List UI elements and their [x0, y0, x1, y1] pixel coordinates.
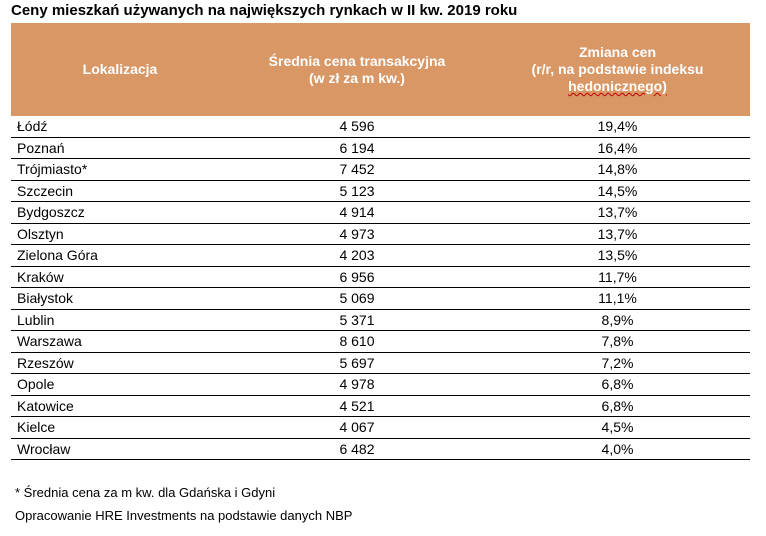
- cell-city: Bydgoszcz: [17, 204, 85, 221]
- cell-change: 19,4%: [597, 118, 638, 135]
- footnote: * Średnia cena za m kw. dla Gdańska i Gd…: [15, 485, 276, 500]
- table-header: Lokalizacja Średnia cena transakcyjna (w…: [11, 23, 750, 116]
- table-row: Zielona Góra 4 203 13,5%: [11, 245, 750, 267]
- table-row: Kraków 6 956 11,7%: [11, 267, 750, 288]
- cell-price: 7 452: [339, 161, 375, 178]
- table-body: Łódź 4 596 19,4% Poznań 6 194 16,4% Trójmiasto…: [11, 116, 750, 460]
- cell-change: 16,4%: [597, 139, 638, 156]
- cell-price: 5 069: [339, 290, 375, 307]
- cell-city: Rzeszów: [17, 354, 74, 371]
- cell-city: Zielona Góra: [17, 247, 98, 264]
- cell-price: 6 956: [339, 268, 375, 285]
- cell-change: 7,2%: [601, 354, 634, 371]
- cell-price: 6 194: [339, 139, 375, 156]
- cell-price: 6 482: [339, 440, 375, 457]
- cell-change: 6,8%: [601, 397, 634, 414]
- table-row: Lublin 5 371 8,9%: [11, 310, 750, 331]
- cell-city: Opole: [17, 376, 55, 393]
- cell-price: 4 521: [339, 397, 375, 414]
- cell-change: 14,5%: [597, 182, 638, 199]
- table-row: Olsztyn 4 973 13,7%: [11, 224, 750, 245]
- price-table: Lokalizacja Średnia cena transakcyjna (w…: [11, 23, 750, 460]
- cell-city: Olsztyn: [17, 225, 64, 242]
- cell-change: 13,7%: [597, 225, 638, 242]
- cell-change: 6,8%: [601, 376, 634, 393]
- cell-change: 4,5%: [601, 419, 634, 436]
- cell-change: 4,0%: [601, 440, 634, 457]
- cell-city: Poznań: [17, 139, 65, 156]
- cell-city: Lublin: [17, 311, 55, 328]
- cell-price: 4 067: [339, 419, 375, 436]
- cell-change: 11,1%: [598, 290, 637, 307]
- cell-price: 4 914: [339, 204, 375, 221]
- table-row: Katowice 4 521 6,8%: [11, 396, 750, 417]
- cell-city: Warszawa: [17, 333, 82, 350]
- cell-city: Kraków: [17, 268, 64, 285]
- table-row: Łódź 4 596 19,4%: [11, 116, 750, 138]
- header-avg-price: Średnia cena transakcyjna (w zł za m kw.…: [268, 52, 446, 86]
- source-note: Opracowanie HRE Investments na podstawie…: [15, 508, 353, 523]
- cell-price: 5 123: [339, 182, 375, 199]
- cell-city: Kielce: [17, 419, 56, 436]
- table-row: Warszawa 8 610 7,8%: [11, 331, 750, 353]
- cell-change: 11,7%: [598, 268, 637, 285]
- cell-city: Katowice: [17, 397, 74, 414]
- table-row: Trójmiasto* 7 452 14,8%: [11, 159, 750, 181]
- cell-price: 8 610: [339, 333, 375, 350]
- header-price-change: Zmiana cen (r/r, na podstawie indeksu he…: [531, 44, 704, 94]
- table-row: Szczecin 5 123 14,5%: [11, 181, 750, 202]
- cell-city: Białystok: [17, 290, 74, 307]
- table-title: Ceny mieszkań używanych na największych …: [11, 2, 518, 19]
- cell-change: 8,9%: [601, 311, 634, 328]
- cell-city: Trójmiasto*: [17, 161, 88, 178]
- table-row: Bydgoszcz 4 914 13,7%: [11, 202, 750, 224]
- cell-price: 4 596: [339, 118, 375, 135]
- table-row: Poznań 6 194 16,4%: [11, 138, 750, 159]
- cell-city: Łódź: [17, 118, 48, 135]
- cell-city: Szczecin: [17, 182, 74, 199]
- cell-change: 13,5%: [597, 247, 638, 264]
- cell-price: 5 371: [339, 311, 375, 328]
- cell-price: 5 697: [339, 354, 375, 371]
- cell-city: Wrocław: [17, 440, 71, 457]
- cell-price: 4 978: [339, 376, 375, 393]
- table-row: Opole 4 978 6,8%: [11, 374, 750, 396]
- cell-price: 4 973: [339, 225, 375, 242]
- header-location: Lokalizacja: [82, 61, 158, 77]
- cell-price: 4 203: [339, 247, 375, 264]
- table-row: Białystok 5 069 11,1%: [11, 288, 750, 310]
- cell-change: 14,8%: [597, 161, 638, 178]
- table-row: Kielce 4 067 4,5%: [11, 417, 750, 439]
- cell-change: 7,8%: [601, 333, 634, 350]
- table-row: Rzeszów 5 697 7,2%: [11, 353, 750, 374]
- table-row: Wrocław 6 482 4,0%: [11, 439, 750, 460]
- cell-change: 13,7%: [597, 204, 638, 221]
